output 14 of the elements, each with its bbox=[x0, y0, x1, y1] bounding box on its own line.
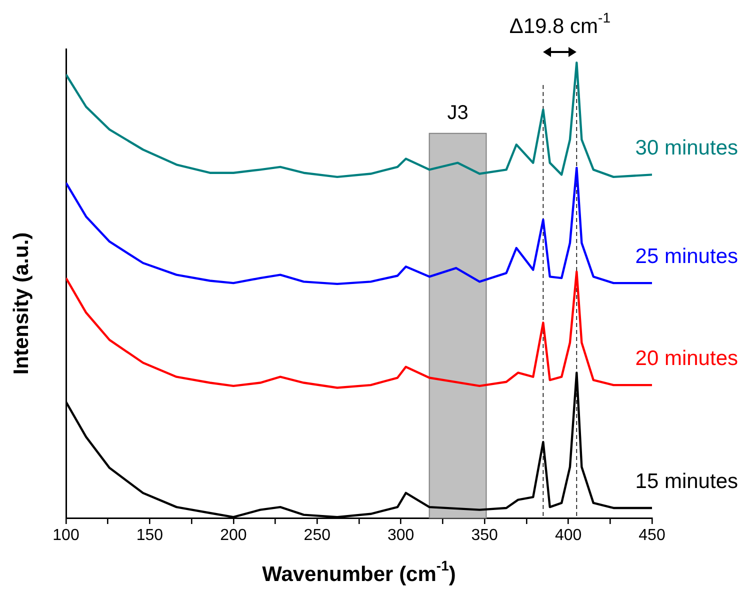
series-label: 15 minutes bbox=[635, 470, 738, 493]
y-axis-title: Intensity (a.u.) bbox=[10, 232, 33, 375]
x-tick-label: 150 bbox=[136, 527, 164, 544]
x-tick-label: 300 bbox=[388, 527, 414, 544]
series-label: 30 minutes bbox=[635, 136, 738, 160]
x-tick-label: 250 bbox=[304, 527, 331, 544]
x-tick-label: 400 bbox=[554, 527, 582, 544]
series-label: 25 minutes bbox=[635, 244, 738, 268]
x-tick-label: 450 bbox=[638, 527, 666, 544]
band-label: J3 bbox=[447, 102, 468, 124]
series-label: 20 minutes bbox=[635, 346, 738, 370]
x-tick-label: 100 bbox=[52, 527, 80, 544]
x-tick-label: 200 bbox=[220, 527, 247, 544]
x-tick-label: 350 bbox=[471, 527, 498, 544]
